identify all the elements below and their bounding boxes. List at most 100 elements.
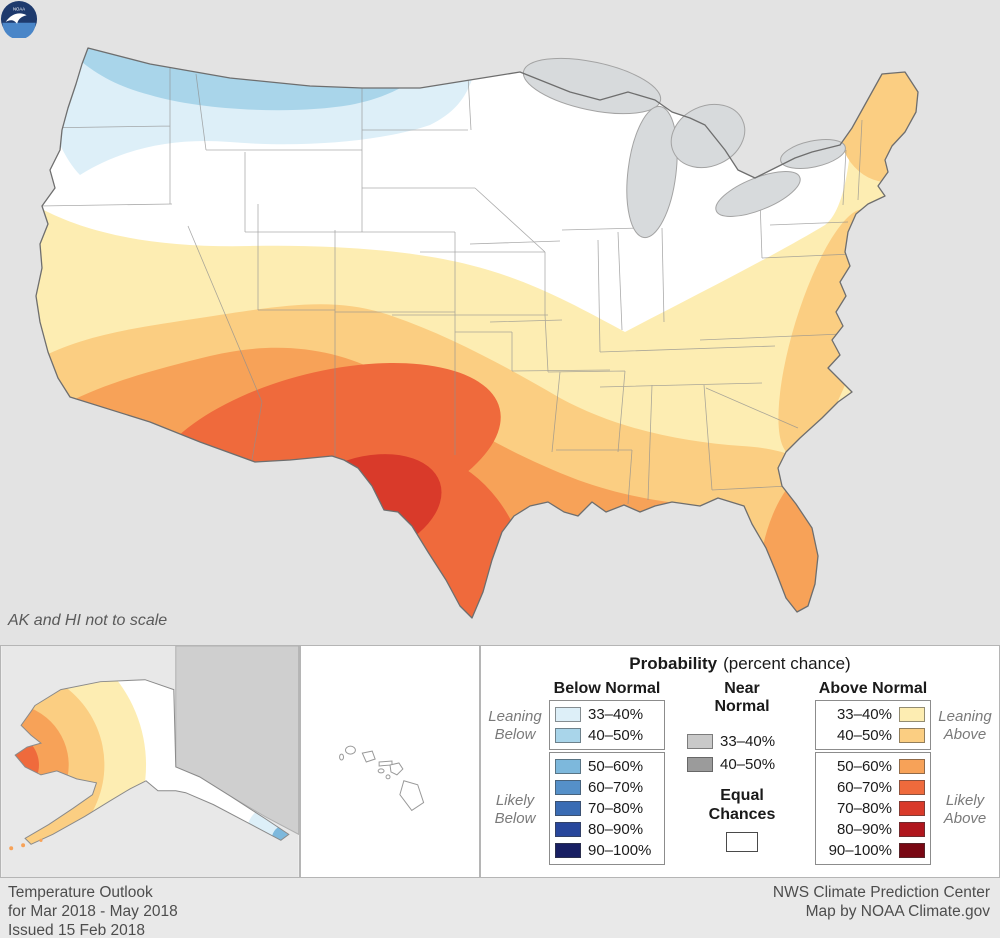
island-niihau — [339, 753, 345, 761]
alaska-outline — [14, 679, 290, 845]
side-label-text: Above — [943, 726, 987, 743]
lake-ontario — [780, 139, 846, 169]
range-swatch — [899, 801, 925, 816]
range-swatch — [687, 757, 713, 772]
aleutian-islands — [9, 838, 43, 851]
island-kauai — [345, 745, 356, 755]
legend-title-rest: (percent chance) — [723, 654, 851, 673]
range-label: 40–50% — [588, 727, 644, 744]
range-label: 33–40% — [588, 706, 644, 723]
range-swatch — [687, 734, 713, 749]
hawaiian-islands — [339, 745, 425, 812]
range-label: 50–60% — [588, 758, 644, 775]
footer-credit: Map by NOAA Climate.gov — [805, 903, 990, 920]
noaa-logo: NOAA — [0, 0, 38, 38]
legend-row: 70–80% — [555, 798, 659, 819]
noaa-logo-text: NOAA — [13, 6, 25, 11]
legend-row: 40–50% — [821, 725, 925, 746]
below-normal-header: Below Normal — [553, 680, 661, 697]
footer-title: Temperature Outlook — [8, 884, 153, 901]
island-lanai — [377, 768, 385, 774]
above-leaning-group: 33–40% 40–50% — [815, 700, 931, 750]
legend-title: Probability (percent chance) — [481, 654, 999, 674]
range-swatch — [555, 843, 581, 858]
hawaii-map-svg — [339, 745, 425, 812]
range-label: 90–100% — [828, 842, 892, 859]
side-label-likely-below: Likely Below — [483, 792, 547, 828]
side-label-text: Leaning — [938, 708, 992, 725]
lake-michigan — [626, 105, 678, 239]
equal-chances-label-line2: Chances — [708, 806, 776, 823]
above-normal-header: Above Normal — [818, 680, 928, 697]
legend-row: 90–100% — [821, 840, 925, 861]
noaa-logo-wave — [2, 22, 36, 38]
island-maui — [389, 762, 404, 776]
equal-chances-label-line1: Equal — [720, 787, 764, 804]
side-label-leaning-above: Leaning Above — [933, 708, 997, 744]
hawaii-inset — [300, 645, 480, 878]
range-label: 80–90% — [588, 821, 644, 838]
map-scale-note: AK and HI not to scale — [8, 612, 168, 629]
us-map-svg — [35, 47, 919, 619]
legend-row: 70–80% — [821, 798, 925, 819]
near-normal-rows: 33–40% 40–50% — [687, 730, 807, 776]
great-lakes — [522, 57, 846, 239]
legend-row: 33–40% — [687, 730, 807, 753]
legend-row: 50–60% — [555, 756, 659, 777]
range-label: 33–40% — [720, 733, 776, 750]
footer-source: NWS Climate Prediction Center — [772, 884, 990, 901]
state-borders — [37, 52, 863, 505]
above-likely-group: 50–60% 60–70% 70–80% 80–90% 90–100% — [815, 752, 931, 865]
range-label: 70–80% — [836, 800, 892, 817]
legend-row: 33–40% — [555, 704, 659, 725]
legend: Probability (percent chance) Below Normal… — [480, 645, 1000, 878]
legend-row: 50–60% — [821, 756, 925, 777]
near-normal-header-line2: Normal — [714, 698, 770, 715]
range-swatch — [555, 780, 581, 795]
range-label: 33–40% — [836, 706, 892, 723]
island-hawaii — [399, 780, 425, 812]
range-swatch — [555, 759, 581, 774]
near-normal-header-line1: Near — [724, 680, 760, 697]
side-label-text: Likely — [945, 792, 985, 809]
range-label: 60–70% — [836, 779, 892, 796]
range-label: 90–100% — [588, 842, 652, 859]
insets-row: Probability (percent chance) Below Normal… — [0, 645, 1000, 878]
range-label: 70–80% — [588, 800, 644, 817]
footer-left: Temperature Outlook for Mar 2018 - May 2… — [8, 883, 178, 938]
range-label: 50–60% — [836, 758, 892, 775]
legend-row: 60–70% — [555, 777, 659, 798]
lake-superior — [522, 57, 662, 115]
legend-row: 90–100% — [555, 840, 659, 861]
legend-row: 80–90% — [821, 819, 925, 840]
main-map-area: AK and HI not to scale NOAA — [0, 0, 919, 629]
footer-issued-date: Issued 15 Feb 2018 — [8, 922, 146, 938]
legend-row: 33–40% — [821, 704, 925, 725]
range-swatch — [899, 822, 925, 837]
below-likely-group: 50–60% 60–70% 70–80% 80–90% 90–100% — [549, 752, 665, 865]
footer: Temperature Outlook for Mar 2018 - May 2… — [0, 878, 1000, 938]
range-swatch — [899, 728, 925, 743]
equal-chances-block: Equal Chances — [677, 786, 807, 852]
noaa-logo-bird-icon — [5, 13, 27, 24]
range-label: 40–50% — [720, 756, 776, 773]
equal-chances-swatch — [726, 832, 758, 852]
side-label-likely-above: Likely Above — [933, 792, 997, 828]
side-label-text: Below — [494, 810, 536, 827]
island-kahoolawe — [385, 774, 391, 780]
near-normal-header: Near Normal — [677, 680, 807, 716]
footer-right: NWS Climate Prediction Center Map by NOA… — [773, 883, 990, 921]
lake-erie — [715, 171, 801, 217]
range-label: 80–90% — [836, 821, 892, 838]
side-label-text: Likely — [495, 792, 535, 809]
range-swatch — [555, 822, 581, 837]
side-label-text: Leaning — [488, 708, 542, 725]
range-swatch — [555, 801, 581, 816]
legend-row: 40–50% — [687, 753, 807, 776]
legend-row: 40–50% — [555, 725, 659, 746]
range-swatch — [899, 780, 925, 795]
legend-row: 80–90% — [555, 819, 659, 840]
range-label: 40–50% — [836, 727, 892, 744]
range-swatch — [899, 759, 925, 774]
